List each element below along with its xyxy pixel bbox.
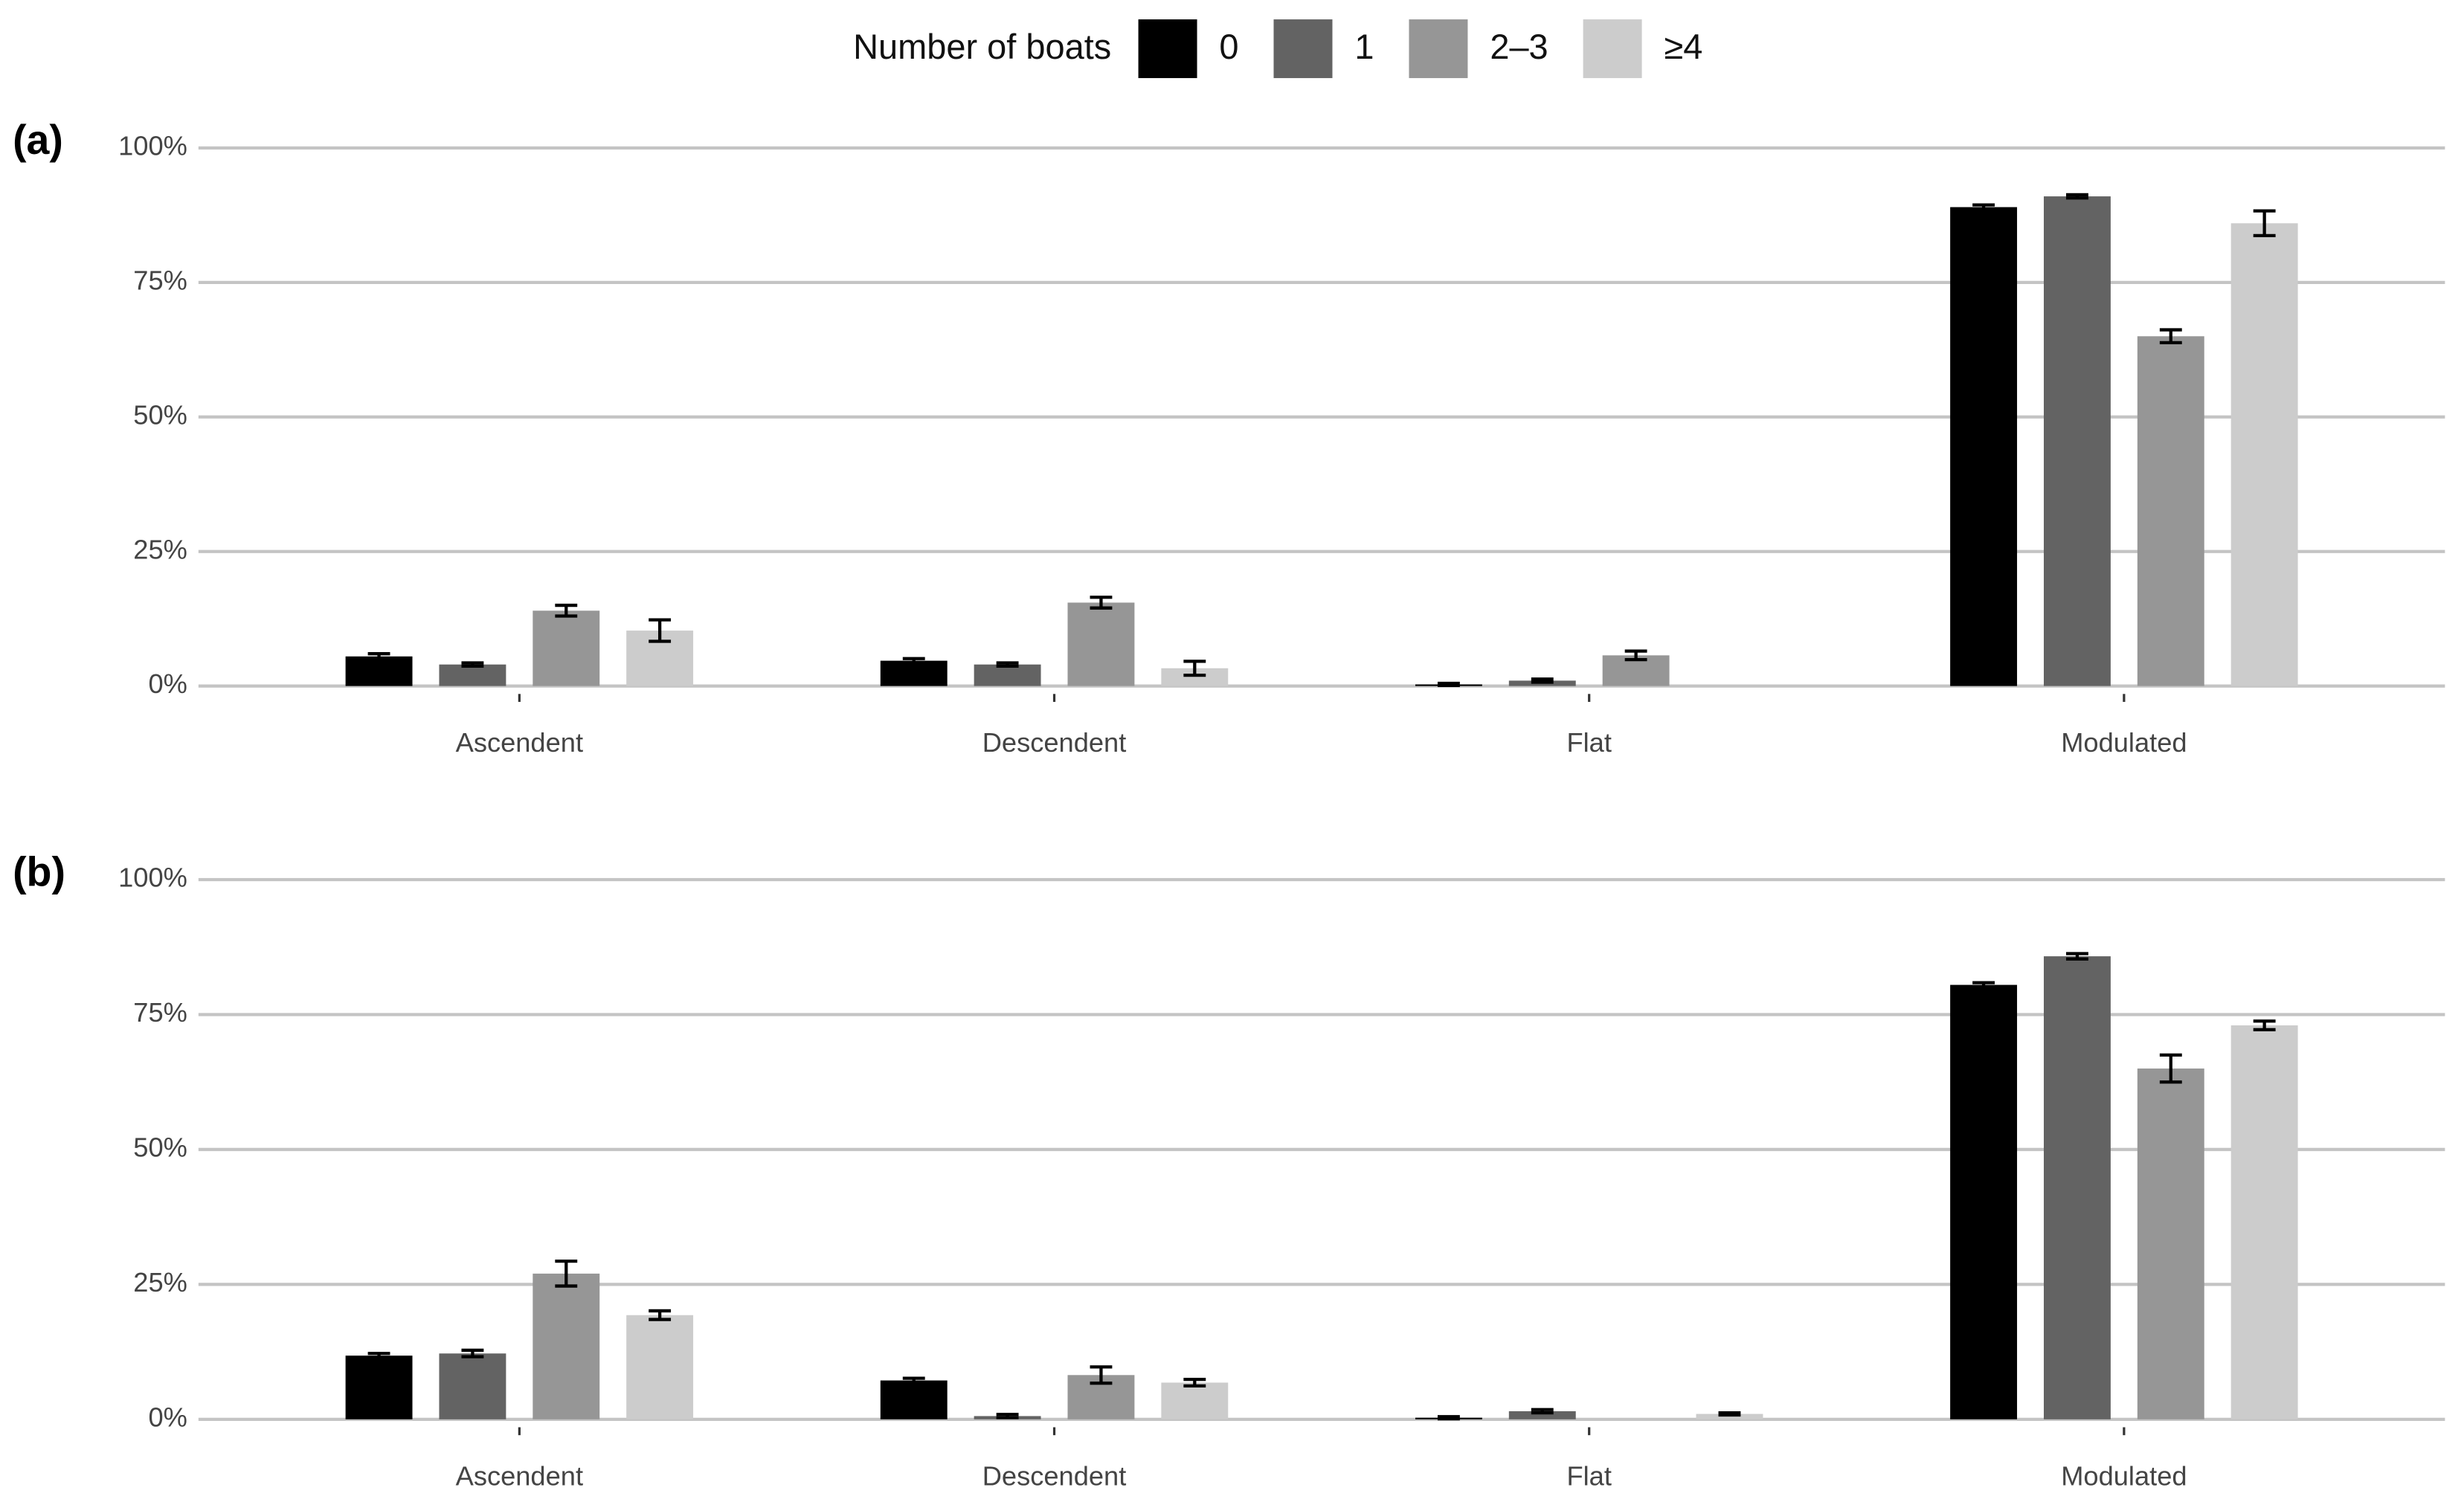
legend-swatch <box>1273 19 1333 79</box>
bar <box>1696 1413 1763 1419</box>
bar <box>1950 984 2018 1419</box>
legend-swatch <box>1138 19 1197 79</box>
x-tick-label: Ascendent <box>456 1460 583 1491</box>
error-bar <box>2253 209 2276 238</box>
bar <box>2137 336 2204 686</box>
bar <box>533 1273 600 1419</box>
bar <box>1161 1382 1229 1419</box>
error-bar <box>2066 193 2088 200</box>
x-tick-label: Modulated <box>2061 727 2187 758</box>
error-bar <box>367 652 390 661</box>
panel-label: (b) <box>13 848 65 894</box>
error-bar <box>2159 328 2182 345</box>
error-bar <box>555 603 578 618</box>
error-bar <box>996 1413 1019 1419</box>
y-tick-label: 25% <box>133 534 187 564</box>
error-bar <box>2066 952 2088 961</box>
error-bar <box>1183 660 1206 677</box>
error-bar <box>461 661 484 668</box>
error-bar <box>1718 1411 1741 1417</box>
bar <box>1950 207 2018 686</box>
y-tick-label: 0% <box>148 668 187 699</box>
bar <box>2044 196 2111 686</box>
bar <box>345 656 413 686</box>
y-tick-label: 0% <box>148 1402 187 1432</box>
bar <box>880 660 948 686</box>
x-tick-label: Flat <box>1566 1460 1611 1491</box>
bar <box>2230 223 2298 686</box>
y-tick-label: 25% <box>133 1267 187 1297</box>
bar <box>2230 1025 2298 1419</box>
x-tick-label: Modulated <box>2061 1460 2187 1491</box>
bar <box>439 1353 506 1419</box>
x-tick-label: Descendent <box>982 727 1127 758</box>
bar <box>439 664 506 686</box>
bar <box>533 610 600 686</box>
bar <box>626 1315 694 1419</box>
y-tick-label: 50% <box>133 1132 187 1163</box>
x-tick-label: Flat <box>1566 727 1611 758</box>
legend-label: ≥4 <box>1664 27 1703 66</box>
y-tick-label: 75% <box>133 997 187 1028</box>
legend-swatch <box>1409 19 1468 79</box>
error-bar <box>2253 1019 2276 1031</box>
bar <box>345 1355 413 1419</box>
legend-label: 2–3 <box>1490 27 1548 66</box>
x-tick-label: Ascendent <box>456 727 583 758</box>
error-bar <box>996 661 1019 668</box>
error-bar <box>1624 649 1647 662</box>
bar <box>1161 668 1229 686</box>
error-bar <box>1972 981 1995 989</box>
bar <box>880 1380 948 1419</box>
error-bar <box>367 1352 390 1360</box>
error-bar <box>461 1348 484 1358</box>
error-bar <box>649 1309 672 1321</box>
y-tick-label: 75% <box>133 265 187 295</box>
bar <box>1067 602 1135 686</box>
error-bar <box>649 618 672 643</box>
legend-label: 1 <box>1354 27 1374 66</box>
error-bar <box>1090 596 1113 610</box>
legend-title: Number of boats <box>853 27 1111 66</box>
panel-label: (a) <box>13 117 63 163</box>
error-bar <box>1183 1377 1206 1387</box>
x-tick-label: Descendent <box>982 1460 1127 1491</box>
error-bar <box>555 1260 578 1288</box>
y-tick-label: 100% <box>118 863 187 893</box>
bar <box>2137 1068 2204 1419</box>
error-bar <box>1531 1408 1554 1415</box>
y-tick-label: 100% <box>118 131 187 161</box>
legend-label: 0 <box>1219 27 1238 66</box>
error-bar <box>902 1376 925 1384</box>
y-tick-label: 50% <box>133 399 187 430</box>
bar <box>974 664 1041 686</box>
error-bar <box>1531 677 1554 684</box>
bar <box>2044 956 2111 1419</box>
error-bar <box>1090 1365 1113 1385</box>
error-bar <box>902 657 925 665</box>
error-bar <box>2159 1053 2182 1084</box>
error-bar <box>1437 1415 1460 1421</box>
bar <box>1508 1411 1576 1419</box>
legend-swatch <box>1583 19 1642 79</box>
error-bar <box>1972 203 1995 211</box>
error-bar <box>1437 681 1460 688</box>
